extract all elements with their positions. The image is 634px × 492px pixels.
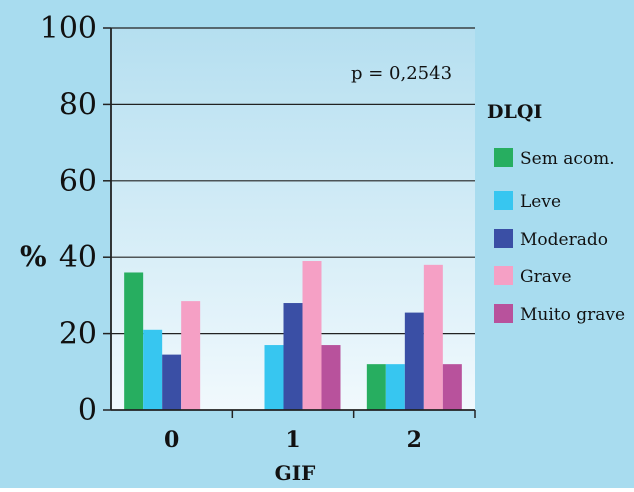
x-tick-label: 1 bbox=[285, 427, 300, 453]
y-tick-label: 100 bbox=[40, 11, 97, 46]
bar-grave-gif-2 bbox=[423, 264, 443, 410]
legend: DLQI Sem acom. Leve Moderado Grave Muito gra… bbox=[487, 101, 625, 325]
y-tick-label: 20 bbox=[59, 317, 97, 352]
x-tick-label: 0 bbox=[164, 427, 179, 453]
bar-grave-gif-0 bbox=[181, 301, 201, 410]
bar-sem-acom--gif-0 bbox=[124, 272, 144, 410]
axes: 0 20 40 60 80 100 0 1 2 bbox=[40, 11, 476, 453]
bar-leve-gif-1 bbox=[264, 345, 284, 410]
y-axis-label: % bbox=[20, 240, 47, 273]
bar-moderado-gif-0 bbox=[162, 354, 182, 410]
bar-moderado-gif-2 bbox=[404, 312, 424, 410]
legend-swatch bbox=[494, 191, 513, 210]
legend-label: Moderado bbox=[520, 230, 608, 250]
legend-swatch bbox=[494, 229, 513, 248]
y-tick-label: 0 bbox=[78, 393, 97, 428]
legend-swatch bbox=[494, 148, 513, 167]
bars bbox=[124, 261, 462, 410]
bar-sem-acom--gif-2 bbox=[366, 364, 386, 410]
bar-muito-grave-gif-1 bbox=[321, 345, 341, 410]
x-tick-label: 2 bbox=[407, 427, 422, 453]
bar-grave-gif-1 bbox=[302, 261, 322, 410]
legend-label: Leve bbox=[520, 192, 561, 212]
bar-muito-grave-gif-2 bbox=[442, 364, 462, 410]
bar-moderado-gif-1 bbox=[283, 303, 303, 410]
bar-leve-gif-0 bbox=[143, 329, 163, 410]
y-tick-label: 80 bbox=[59, 87, 97, 122]
legend-label: Grave bbox=[520, 267, 572, 287]
bar-leve-gif-2 bbox=[385, 364, 405, 410]
legend-swatch bbox=[494, 266, 513, 285]
legend-title: DLQI bbox=[487, 101, 542, 123]
p-value-annotation: p = 0,2543 bbox=[351, 63, 452, 84]
legend-swatch bbox=[494, 304, 513, 323]
y-tick-label: 40 bbox=[59, 240, 97, 275]
x-axis-label: GIF bbox=[275, 461, 316, 485]
legend-label: Muito grave bbox=[520, 305, 625, 325]
legend-label: Sem acom. bbox=[520, 149, 615, 169]
y-tick-label: 60 bbox=[59, 164, 97, 199]
